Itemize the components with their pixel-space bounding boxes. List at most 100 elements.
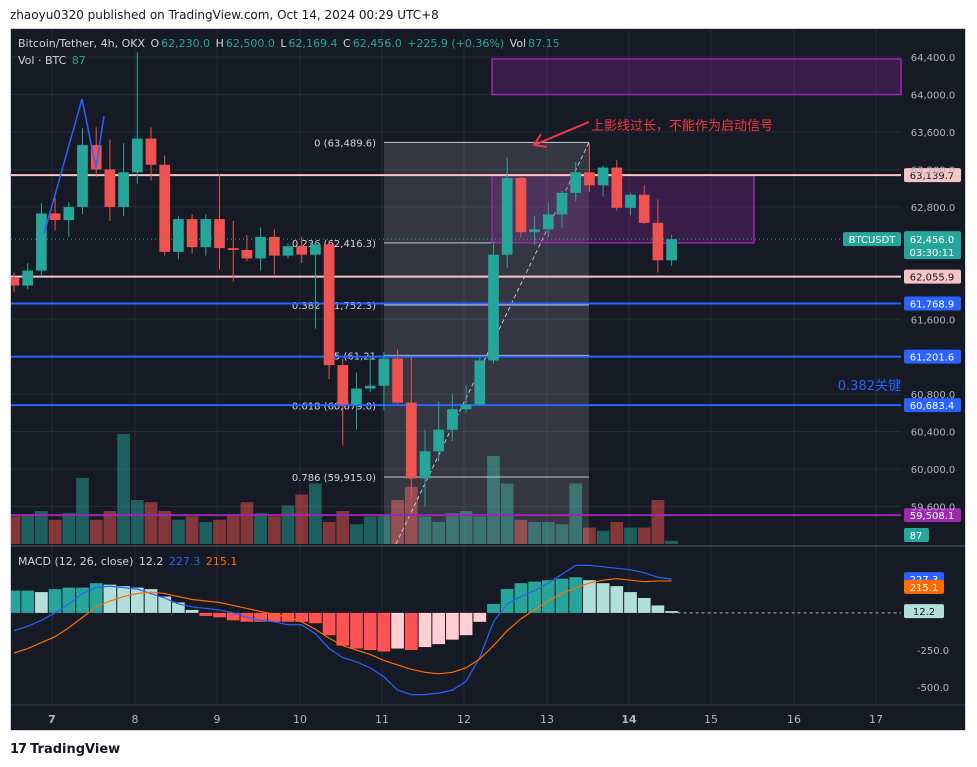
macd-histogram-bar (130, 587, 144, 613)
candle-body (419, 451, 431, 479)
macd-line-value: 227.3 (168, 555, 201, 568)
signal-line (13, 578, 672, 675)
time-axis-label: 8 (132, 713, 139, 726)
candle-body (405, 402, 417, 479)
macd-value-tag-bg (904, 604, 944, 619)
volume-bar (130, 500, 144, 544)
candle-body (214, 219, 225, 249)
volume-indicator-value: 87 (71, 54, 86, 67)
candle-body (118, 172, 129, 207)
price-tag-label: 59,508.1 (910, 511, 955, 522)
candle-body (104, 169, 116, 207)
candle-body (186, 219, 198, 248)
volume-bar (350, 524, 363, 544)
low-label: L (280, 37, 287, 50)
macd-axis-label: -250.0 (917, 646, 949, 657)
candle-body (488, 254, 499, 361)
volume-bar (651, 500, 665, 544)
price-tag-label: 63,139.7 (910, 171, 955, 182)
change-value: +225.9 (+0.36%) (407, 37, 505, 50)
price-tag-label: 60,683.4 (910, 401, 955, 412)
price-axis-label: 64,000.0 (911, 91, 956, 102)
candle-body (173, 219, 184, 252)
candle-body (36, 213, 47, 271)
volume-bar (117, 434, 130, 544)
macd-histogram-bar (569, 577, 583, 613)
drawings: 上影线过长，不能作为启动信号 0.382关键 (43, 98, 901, 394)
macd-histogram-bar (35, 592, 48, 613)
volume-bar (185, 516, 199, 544)
candle-body (611, 167, 623, 208)
macd-histogram-bar (391, 612, 404, 649)
low-value: 62,169.4 (288, 37, 338, 50)
candle-body (392, 358, 403, 403)
candles: BTCUSDT 62,456.0 03:30:11 87 (11, 52, 961, 542)
macd-histogram-bar (583, 580, 596, 613)
candle-body (447, 409, 458, 430)
volume-tag: 87 (910, 531, 923, 542)
candle-body (378, 358, 390, 386)
annotation-arrow (533, 121, 590, 146)
macd-histogram-bar (254, 612, 267, 622)
macd-histogram-bar (541, 580, 555, 613)
macd-histogram-bar (651, 605, 665, 613)
close-label: C (343, 37, 351, 50)
published-caption: zhaoyu0320 published on TradingView.com,… (10, 8, 439, 22)
symbol-tag: BTCUSDT (849, 235, 897, 246)
vol-label: Vol (509, 37, 527, 50)
price-tag-bg (904, 508, 961, 523)
volume-bar (48, 519, 62, 544)
volume-bar (267, 516, 281, 544)
candle-body (77, 145, 88, 207)
chart-canvas[interactable]: 0 (63,489.6)0.236 (62,416.3)0.382 (61,75… (11, 29, 966, 731)
tradingview-mark-icon: 17 (10, 742, 27, 757)
price-axis-label: 59,600.0 (911, 503, 956, 514)
macd-histogram-bar (76, 587, 89, 613)
price-tag-bg (904, 398, 961, 413)
price-tag-label: 61,768.9 (910, 299, 955, 310)
macd-histogram-bar (295, 612, 309, 622)
volume-bar (295, 494, 309, 544)
candle-body (474, 360, 486, 405)
current-price-tag: 62,456.0 (910, 235, 955, 246)
volume-bar (35, 511, 48, 544)
volume-bar (199, 522, 213, 544)
symbol-tag-bg (843, 232, 901, 247)
chart-frame[interactable]: 0 (63,489.6) 0.236 (62,416.3) 0.382 (61,75… (10, 28, 966, 731)
macd-axis-label: -500.0 (917, 683, 949, 694)
trend-drawing (43, 98, 105, 235)
macd-histogram-bar (11, 590, 21, 613)
time-axis-label: 17 (869, 713, 883, 726)
price-axis-label: 63,200.0 (911, 165, 956, 176)
time-axis-label: 13 (540, 713, 554, 726)
macd-histogram-bar (48, 589, 62, 613)
volume-bar (21, 514, 35, 544)
candle-body (268, 236, 280, 256)
volume-bar (610, 522, 624, 544)
candle-body (501, 177, 513, 255)
volume-bar (309, 483, 322, 544)
volume-bar (144, 502, 158, 544)
tradingview-logo[interactable]: 17 TradingView (10, 742, 120, 757)
volume-bar (62, 513, 76, 544)
horizontal-lines: 63,139.7 62,055.9 61,768.9 61,201.6 60,683.4… (11, 168, 961, 523)
macd-histogram-bar (637, 598, 651, 613)
price-axis-label: 60,400.0 (911, 428, 956, 439)
bar-countdown: 03:30:11 (910, 248, 955, 259)
candle-body (159, 164, 171, 252)
volume-bar (391, 500, 404, 544)
volume-bar (541, 522, 555, 544)
candle-body (145, 138, 157, 165)
volume-bar (459, 511, 473, 544)
volume-bar (487, 456, 500, 544)
macd-histogram-bar (377, 612, 391, 652)
candle-body (49, 213, 61, 221)
open-label: O (150, 37, 160, 50)
candle-body (11, 278, 20, 286)
macd-legend: MACD (12, 26, close) 12.2 227.3 215.1 (18, 555, 239, 568)
fib-level-label: 0 (63,489.6) (314, 138, 376, 149)
candle-body (63, 206, 75, 221)
candle-body (282, 246, 294, 256)
candle-body (515, 177, 527, 233)
time-axis-label: 12 (457, 713, 471, 726)
